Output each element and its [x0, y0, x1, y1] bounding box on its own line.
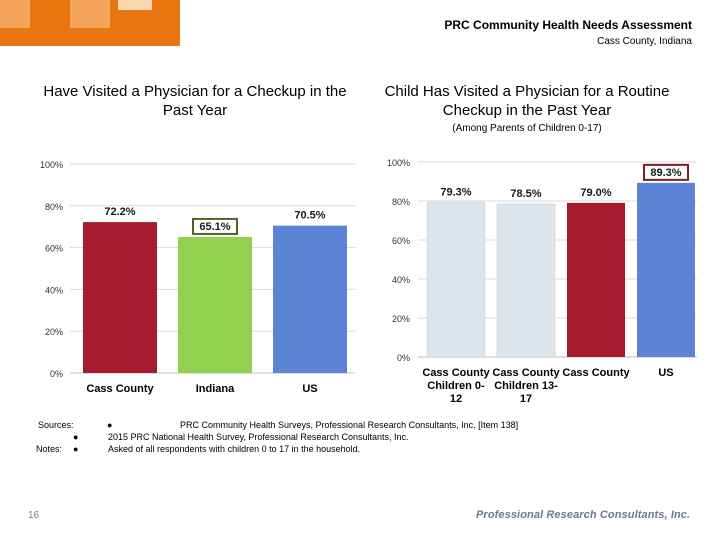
chart2: 0% 20% 40% 60% 80% 100% 79.3% 78.5% 79.0% 89.3% Ca…: [387, 158, 697, 405]
y-tick-label: 60%: [45, 244, 63, 254]
data-label: 79.3%: [440, 186, 471, 198]
highlight-box: [643, 163, 689, 181]
sources-label: Sources:: [38, 420, 74, 430]
data-label: 78.5%: [510, 188, 541, 200]
y-tick-label: 60%: [392, 236, 410, 246]
category-label: US: [302, 383, 317, 395]
report-subtitle: Cass County, Indiana: [597, 36, 692, 47]
category-label-line: US: [658, 367, 673, 379]
category-label: Cass County Children 13-17: [492, 367, 560, 405]
bullet-1: ●: [107, 420, 113, 430]
category-label-line: Children 13-: [494, 380, 558, 392]
report-title: PRC Community Health Needs Assessment: [444, 18, 692, 32]
chart2-title: Child Has Visited a Physician for a Rout…: [384, 83, 670, 119]
logo-square-2: [70, 0, 110, 28]
y-tick-label: 100%: [40, 160, 63, 170]
data-label: 65.1%: [199, 221, 230, 233]
data-label: 70.5%: [294, 210, 325, 222]
data-label: 72.2%: [104, 206, 135, 218]
chart1: 0% 20% 40% 60% 80% 100% 72.2% 65.1% 70.5% Cass Co…: [40, 160, 355, 395]
bar: [637, 182, 695, 357]
y-tick-label: 40%: [392, 275, 410, 285]
category-label-line: 17: [520, 393, 532, 405]
data-label: 89.3%: [650, 167, 681, 179]
category-label: Indiana: [196, 383, 235, 395]
logo-square-3: [118, 0, 152, 10]
y-tick-label: 100%: [387, 158, 410, 168]
data-label: 79.0%: [580, 187, 611, 199]
header-logo-block: [0, 0, 180, 46]
chart2-note: (Among Parents of Children 0-17): [452, 123, 602, 134]
category-label: Cass County Children 0-12: [422, 367, 490, 405]
bullet-3: ●: [73, 444, 79, 454]
y-tick-label: 40%: [45, 285, 63, 295]
category-label-line: Cass County: [492, 367, 560, 379]
logo-square-1: [0, 0, 30, 28]
y-tick-label: 80%: [45, 202, 63, 212]
category-label-line: Cass County: [86, 383, 154, 395]
y-tick-label: 20%: [45, 327, 63, 337]
category-label-line: 12: [450, 393, 462, 405]
category-label-line: Children 0-: [427, 380, 485, 392]
bar: [496, 203, 556, 358]
bar: [83, 222, 157, 373]
category-label: Cass County: [86, 383, 154, 395]
highlight-box: [192, 217, 238, 235]
y-tick-label: 20%: [392, 314, 410, 324]
bar: [567, 202, 625, 357]
category-label-line: Indiana: [196, 383, 235, 395]
bar: [426, 202, 486, 358]
category-label: US: [658, 367, 673, 379]
footer-line-1: PRC Community Health Surveys, Profession…: [180, 420, 519, 430]
y-tick-label: 80%: [392, 197, 410, 207]
footer-line-3: Asked of all respondents with children 0…: [108, 444, 361, 454]
bar: [178, 236, 252, 373]
bullet-2: ●: [73, 432, 79, 442]
brand-logo: Professional Research Consultants, Inc.: [476, 509, 691, 521]
chart1-title: Have Visited a Physician for a Checkup i…: [43, 83, 347, 119]
category-label-line: Cass County: [422, 367, 490, 379]
notes-label: Notes:: [36, 444, 63, 454]
footer-line-2: 2015 PRC National Health Survey, Profess…: [108, 432, 409, 442]
category-label-line: US: [302, 383, 317, 395]
y-tick-label: 0%: [50, 369, 63, 379]
category-label: Cass County: [562, 367, 630, 379]
category-label-line: Cass County: [562, 367, 630, 379]
page-number: 16: [28, 510, 40, 521]
bar: [273, 225, 347, 373]
y-tick-label: 0%: [397, 353, 410, 363]
